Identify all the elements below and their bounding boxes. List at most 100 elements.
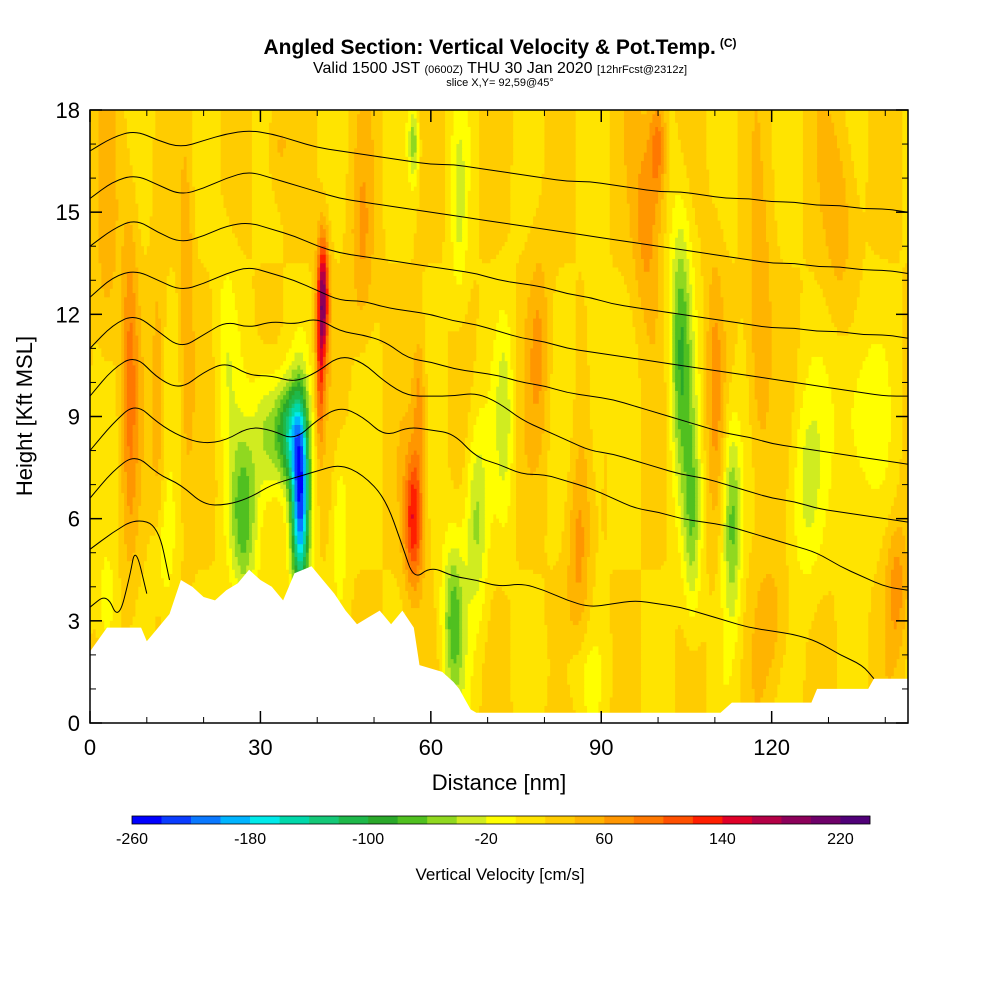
field-cell	[666, 425, 671, 430]
field-cell	[726, 331, 739, 337]
field-cell	[422, 378, 429, 384]
field-cell	[663, 284, 671, 290]
field-cell	[493, 348, 511, 354]
field-cell	[314, 297, 318, 303]
field-cell	[320, 390, 324, 396]
field-cell	[115, 246, 122, 252]
field-cell	[325, 216, 330, 222]
field-cell	[325, 318, 330, 324]
field-cell	[178, 344, 185, 349]
field-cell	[902, 199, 908, 205]
field-cell	[669, 318, 673, 324]
field-cell	[831, 258, 847, 264]
field-cell	[641, 416, 668, 422]
field-cell	[359, 190, 367, 196]
field-cell	[669, 127, 679, 132]
field-cell	[797, 348, 869, 354]
field-cell	[90, 318, 122, 324]
field-cell	[802, 110, 818, 115]
field-cell	[848, 212, 903, 218]
field-cell	[845, 190, 858, 196]
field-cell	[427, 378, 449, 384]
field-cell	[641, 386, 668, 392]
field-cell	[541, 331, 548, 337]
field-cell	[666, 437, 671, 443]
field-cell	[132, 344, 139, 349]
field-cell	[294, 390, 301, 396]
field-cell	[447, 390, 472, 396]
field-cell	[410, 169, 415, 175]
field-cell	[547, 386, 551, 392]
field-cell	[499, 314, 509, 320]
field-cell	[203, 263, 262, 269]
field-cell	[802, 224, 824, 230]
field-cell	[544, 169, 577, 175]
field-cell	[550, 399, 574, 405]
field-cell	[317, 322, 321, 328]
field-cell	[902, 314, 908, 320]
field-cell	[163, 437, 182, 443]
field-cell	[354, 182, 364, 188]
field-cell	[510, 190, 543, 196]
field-cell	[447, 403, 472, 409]
field-cell	[496, 429, 511, 435]
field-cell	[422, 442, 426, 447]
field-cell	[641, 446, 668, 452]
field-cell	[180, 233, 193, 239]
field-cell	[232, 284, 253, 290]
field-cell	[677, 344, 685, 349]
field-cell	[314, 314, 318, 320]
field-cell	[359, 250, 367, 256]
field-cell	[399, 420, 415, 426]
field-cell	[396, 450, 409, 456]
field-cell	[90, 199, 100, 205]
field-cell	[180, 429, 185, 435]
field-cell	[859, 369, 889, 375]
field-cell	[382, 178, 409, 183]
field-cell	[470, 297, 480, 303]
field-cell	[155, 310, 159, 315]
field-cell	[740, 433, 753, 439]
field-cell	[331, 382, 352, 388]
field-cell	[760, 135, 773, 141]
field-cell	[186, 442, 193, 447]
field-cell	[138, 442, 145, 447]
field-cell	[720, 276, 753, 281]
field-cell	[288, 386, 293, 392]
field-cell	[720, 382, 724, 388]
field-cell	[226, 276, 230, 281]
field-cell	[499, 361, 509, 367]
field-cell	[155, 327, 162, 332]
field-cell	[464, 314, 480, 320]
field-cell	[479, 288, 517, 294]
field-cell	[456, 148, 463, 154]
field-cell	[692, 361, 696, 367]
field-cell	[317, 224, 321, 230]
field-cell	[90, 114, 100, 120]
field-cell	[163, 399, 182, 405]
field-cell	[453, 110, 469, 115]
field-cell	[226, 365, 233, 371]
field-cell	[552, 361, 577, 367]
field-cell	[692, 348, 696, 354]
field-cell	[251, 127, 270, 132]
field-cell	[703, 293, 710, 298]
field-cell	[541, 322, 548, 328]
field-cell	[496, 331, 511, 337]
field-cell	[450, 139, 460, 145]
field-cell	[422, 407, 426, 413]
field-cell	[450, 220, 457, 226]
field-cell	[757, 110, 773, 115]
field-cell	[490, 382, 500, 388]
field-cell	[348, 135, 358, 141]
field-cell	[672, 276, 676, 281]
field-cell	[98, 152, 117, 158]
field-cell	[314, 425, 318, 430]
field-cell	[450, 237, 457, 243]
field-cell	[192, 446, 216, 452]
field-cell	[283, 267, 310, 273]
field-cell	[328, 224, 333, 230]
field-cell	[533, 339, 543, 345]
field-cell	[638, 190, 659, 196]
field-cell	[223, 284, 233, 290]
